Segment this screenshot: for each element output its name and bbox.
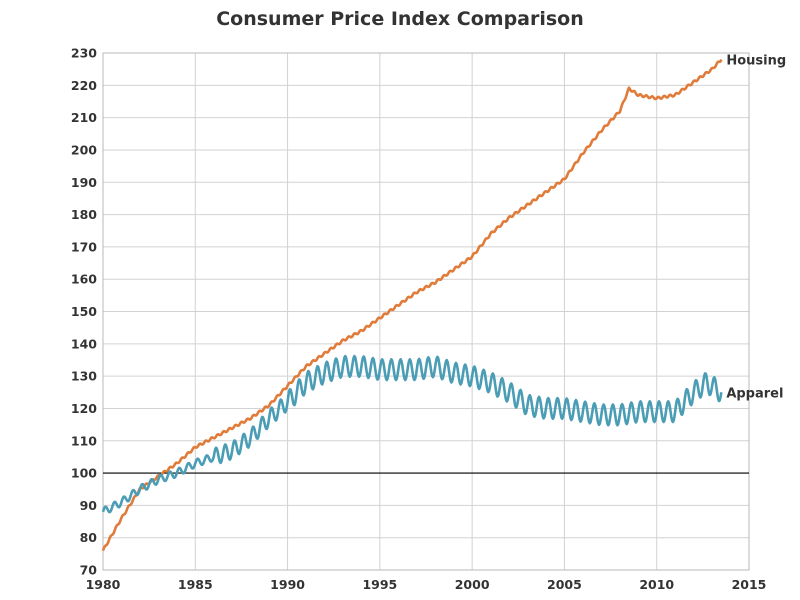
series-label-apparel: Apparel <box>726 386 783 401</box>
y-tick-label: 200 <box>71 142 97 157</box>
x-tick-label: 1980 <box>86 577 121 592</box>
x-tick-label: 1995 <box>362 577 397 592</box>
y-tick-label: 230 <box>71 46 97 61</box>
y-tick-label: 80 <box>80 530 98 545</box>
y-tick-label: 140 <box>71 336 97 351</box>
series-line-apparel <box>101 354 723 514</box>
y-tick-label: 220 <box>71 78 97 93</box>
y-tick-label: 150 <box>71 304 97 319</box>
y-tick-label: 160 <box>71 272 97 287</box>
axes <box>102 52 750 571</box>
plot-frame <box>102 52 750 571</box>
x-tick-label: 2000 <box>455 577 490 592</box>
x-tick-label: 2015 <box>732 577 767 592</box>
y-tick-label: 70 <box>80 563 98 578</box>
y-tick-label: 190 <box>71 175 97 190</box>
grid <box>102 52 750 571</box>
x-tick-label: 1990 <box>270 577 305 592</box>
series-label-housing: Housing <box>726 53 786 68</box>
x-tick-label: 1985 <box>178 577 213 592</box>
tick-labels: 70 80 90 100 110 120 130 140 150 160 170 180 190 200 2… <box>71 46 786 593</box>
y-tick-label: 90 <box>80 498 98 513</box>
y-tick-label: 170 <box>71 239 97 254</box>
y-tick-label: 130 <box>71 369 97 384</box>
y-tick-label: 100 <box>71 466 97 481</box>
y-tick-label: 210 <box>71 110 97 125</box>
y-tick-label: 180 <box>71 207 97 222</box>
y-tick-label: 120 <box>71 401 97 416</box>
series-layer <box>101 58 723 552</box>
series-line-housing <box>101 58 723 552</box>
y-tick-label: 110 <box>71 433 97 448</box>
chart-title: Consumer Price Index Comparison <box>216 8 584 30</box>
x-tick-label: 2010 <box>639 577 674 592</box>
x-tick-label: 2005 <box>547 577 582 592</box>
